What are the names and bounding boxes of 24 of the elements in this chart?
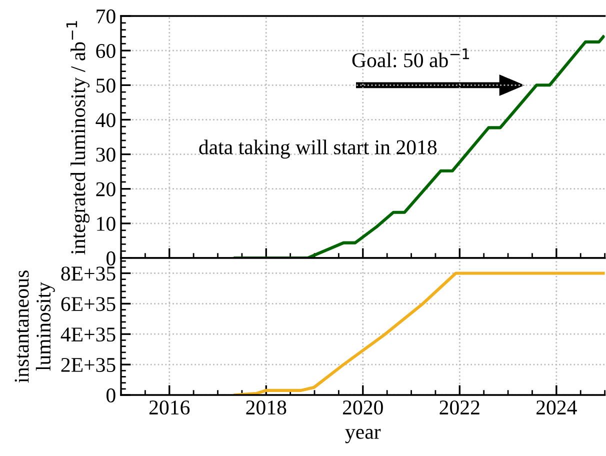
y-tick-label: 4E+35 — [60, 328, 116, 342]
y-tick-label: 20 — [96, 182, 116, 196]
y-tick-label: 40 — [96, 113, 116, 128]
x-axis-title: year — [345, 428, 381, 444]
y-axis-title: integrated luminosity / ab$^{−1}$ — [66, 21, 90, 254]
x-tick-label: 2020 — [342, 400, 383, 415]
x-tick-label: 2016 — [149, 400, 190, 415]
y-tick-label: 0 — [106, 251, 116, 266]
y-tick-label: 60 — [96, 44, 116, 58]
x-tick-label: 2022 — [440, 400, 480, 415]
y-tick-label: 10 — [97, 216, 116, 231]
y-tick-label: 0 — [106, 388, 116, 402]
annotation: Goal: 50 ab$^{−1}$ — [352, 48, 470, 68]
y-tick-label: 2E+35 — [61, 358, 116, 372]
annotation: data taking will start in 2018 — [199, 140, 437, 159]
y-tick-label: 30 — [96, 148, 116, 162]
y-tick-label: 50 — [96, 78, 116, 93]
y-tick-label: 70 — [96, 9, 116, 24]
x-tick-label: 2024 — [536, 400, 577, 415]
x-tick-label: 2018 — [246, 400, 286, 415]
y-axis-title: instantaneous luminosity — [14, 270, 55, 383]
y-tick-label: 8E+35 — [61, 266, 116, 281]
line-series — [234, 35, 605, 258]
y-tick-label: 6E+35 — [61, 297, 116, 312]
